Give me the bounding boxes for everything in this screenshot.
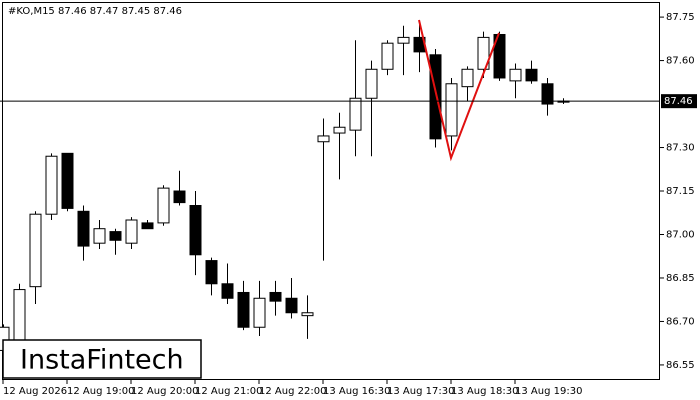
x-tick-label: 12 Aug 21:00 xyxy=(195,386,262,397)
candle-body xyxy=(493,33,506,79)
candle-body xyxy=(333,126,346,134)
x-tick-label: 12 Aug 19:00 xyxy=(67,386,134,397)
current-price-box xyxy=(661,94,697,109)
candle-body xyxy=(77,210,90,247)
y-tick-label: 86.85 xyxy=(666,273,695,284)
candle-body xyxy=(141,222,154,230)
plot-frame xyxy=(2,2,660,380)
candle-body xyxy=(477,36,490,70)
candle-body xyxy=(29,213,42,288)
candle-body xyxy=(13,289,26,346)
candle-body xyxy=(301,312,314,317)
candle-body xyxy=(173,190,186,204)
candle-body xyxy=(509,68,522,82)
candle-body xyxy=(45,155,58,215)
candle-body xyxy=(269,291,282,302)
candle-body xyxy=(317,135,330,143)
x-tick-label: 13 Aug 16:30 xyxy=(323,386,390,397)
y-tick-label: 87.60 xyxy=(666,56,695,67)
x-tick-label: 12 Aug 2026 xyxy=(3,386,67,397)
watermark: InstaFintech xyxy=(20,345,184,376)
x-tick-label: 13 Aug 17:30 xyxy=(387,386,454,397)
candle-body xyxy=(253,297,266,328)
candle-body xyxy=(429,54,442,140)
chart-title: #KO,M15 87.46 87.47 87.45 87.46 xyxy=(8,6,182,17)
y-tick-label: 86.70 xyxy=(666,316,695,327)
y-tick-label: 87.15 xyxy=(666,186,695,197)
candle-body xyxy=(221,283,234,299)
candle-body xyxy=(237,291,250,328)
y-tick-label: 87.75 xyxy=(666,12,695,23)
watermark-box xyxy=(2,339,202,379)
x-tick-label: 12 Aug 22:00 xyxy=(259,386,326,397)
x-tick-label: 13 Aug 19:30 xyxy=(515,386,582,397)
candle-body xyxy=(397,36,410,44)
candle-body xyxy=(125,219,138,244)
y-tick-label: 87.30 xyxy=(666,143,695,154)
pattern-line xyxy=(418,19,500,162)
y-tick-label: 86.55 xyxy=(666,360,695,371)
candle-body xyxy=(445,83,458,137)
x-tick-label: 13 Aug 18:30 xyxy=(451,386,518,397)
candle-body xyxy=(349,97,362,131)
candle-body xyxy=(189,205,202,256)
candle-body xyxy=(205,260,218,285)
candle-body xyxy=(285,297,298,314)
y-tick-label: 87.00 xyxy=(666,229,695,240)
candle-body xyxy=(461,68,474,88)
candle-body xyxy=(93,228,106,244)
candle-body xyxy=(381,42,394,70)
candle-body xyxy=(525,68,538,82)
current-price-label: 87.46 xyxy=(664,96,693,107)
candle-body xyxy=(61,152,74,209)
candle-body xyxy=(109,231,122,241)
candle-body xyxy=(157,187,170,224)
candle-body xyxy=(541,83,554,105)
marks xyxy=(0,22,570,357)
x-tick-label: 12 Aug 20:00 xyxy=(131,386,198,397)
candle-body xyxy=(365,68,378,99)
